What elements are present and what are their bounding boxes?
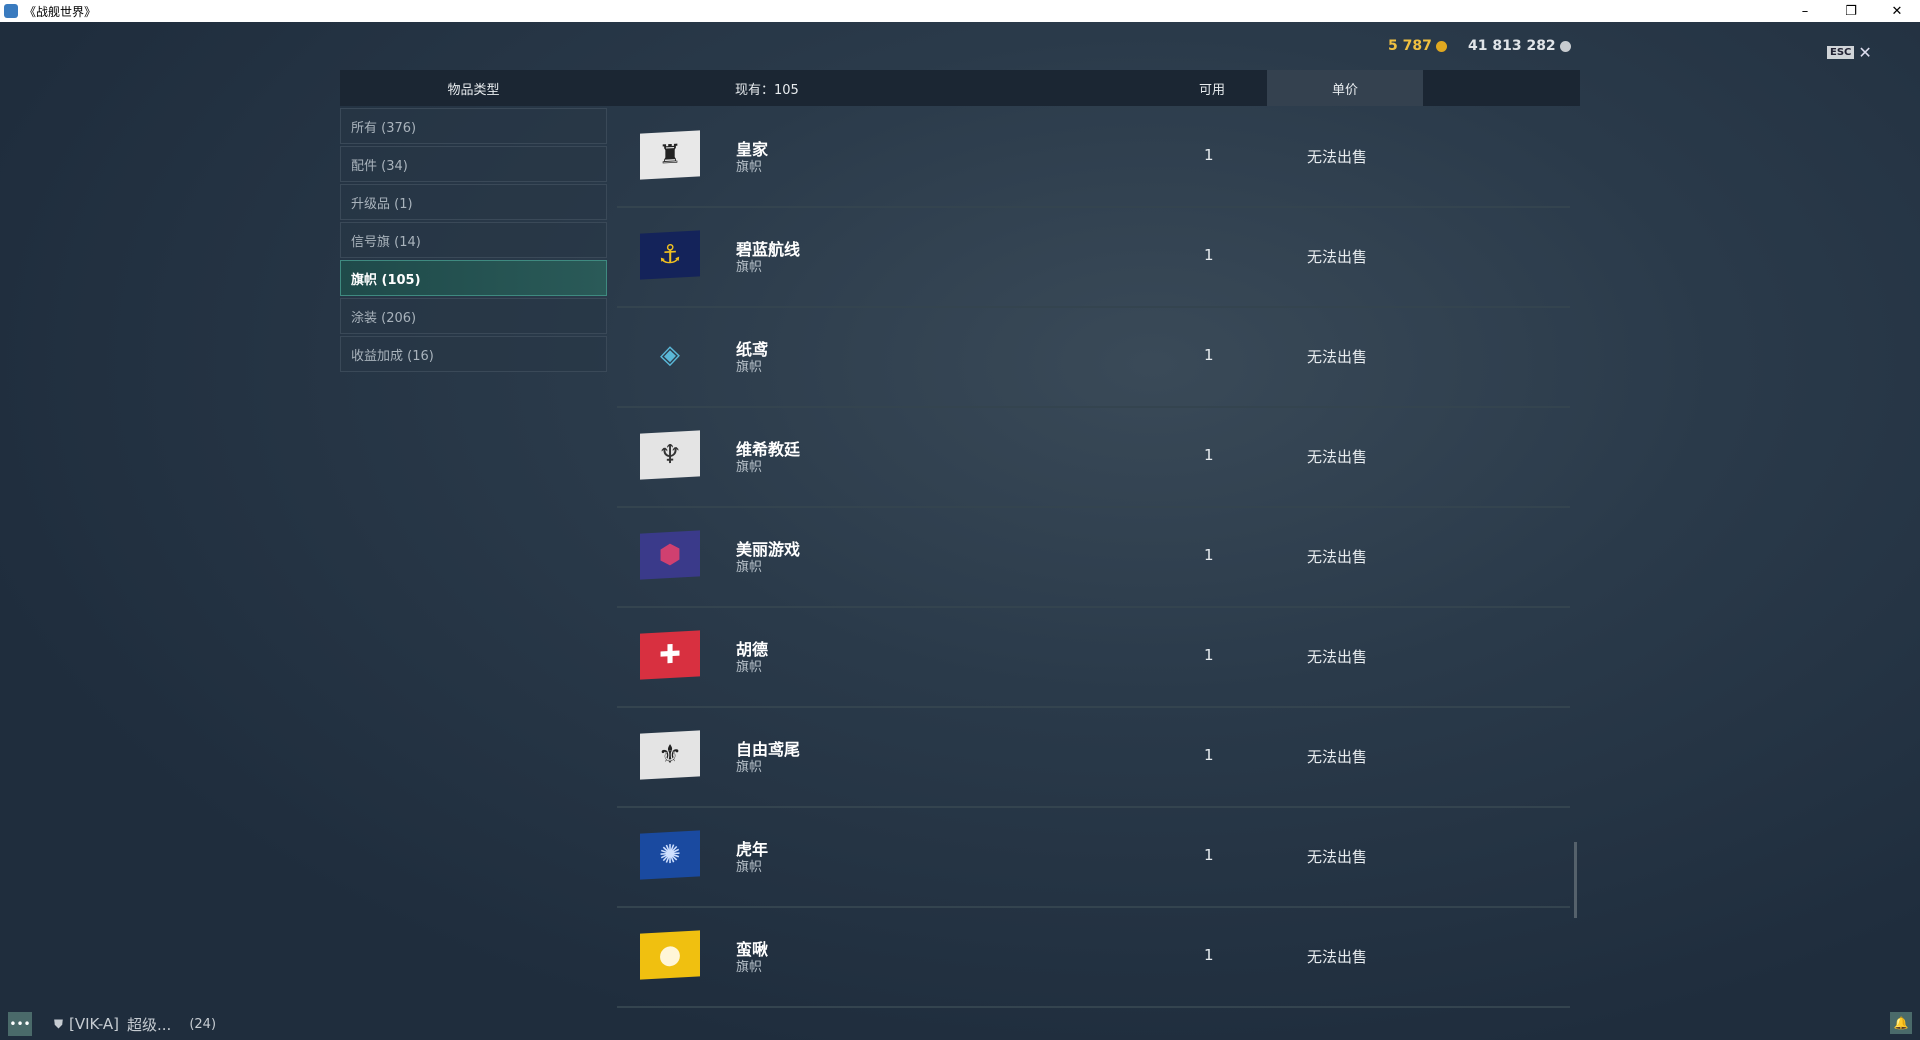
close-window-button[interactable]: ✕ [1891, 3, 1903, 19]
item-price: 无法出售 [1307, 648, 1368, 666]
header-owned: 现有：105 [735, 82, 799, 98]
list-item[interactable]: ⬢ 美丽游戏 旗帜 1 无法出售 [617, 508, 1570, 608]
sidebar-item[interactable]: 信号旗 (14) [340, 222, 607, 258]
bird-flag-icon: ● [640, 930, 700, 980]
close-icon: ✕ [1858, 43, 1872, 62]
item-price: 无法出售 [1307, 548, 1368, 566]
list-item[interactable]: ◈ 纸鸢 旗帜 1 无法出售 [617, 308, 1570, 408]
item-available: 1 [1204, 446, 1214, 464]
doubloon-icon [1435, 40, 1447, 52]
credits-value: 41 813 282 [1468, 38, 1556, 54]
item-name: 美丽游戏 [736, 540, 801, 559]
item-available: 1 [1204, 246, 1214, 264]
item-type: 旗帜 [736, 560, 763, 575]
hexagon-flag-icon: ⬢ [640, 530, 700, 580]
item-available: 1 [1204, 746, 1214, 764]
item-available: 1 [1204, 646, 1214, 664]
item-price: 无法出售 [1307, 148, 1368, 166]
esc-key-icon: ESC [1827, 46, 1855, 59]
item-type: 旗帜 [736, 260, 763, 275]
item-name: 皇家 [736, 140, 769, 159]
list-item[interactable]: ♜ 皇家 旗帜 1 无法出售 [617, 108, 1570, 208]
vichya-flag-icon: ♆ [640, 430, 700, 480]
item-type: 旗帜 [736, 860, 763, 875]
item-available: 1 [1204, 846, 1214, 864]
item-price: 无法出售 [1307, 448, 1368, 466]
item-name: 虎年 [736, 840, 769, 859]
list-item[interactable]: ✺ 虎年 旗帜 1 无法出售 [617, 808, 1570, 908]
table-header: 物品类型 现有：105 可用 单价 [340, 70, 1580, 106]
player-name[interactable]: 超级... [127, 1015, 172, 1034]
kite-flag-icon: ◈ [660, 339, 680, 371]
minimize-button[interactable]: – [1801, 3, 1809, 19]
anchor-flag-icon: ⚓ [640, 230, 700, 280]
sidebar-item[interactable]: 旗帜 (105) [340, 260, 607, 296]
window-title: 《战舰世界》 [24, 4, 97, 19]
app-icon [4, 4, 18, 18]
esc-close-button[interactable]: ESC ✕ [1827, 43, 1872, 62]
header-price[interactable]: 单价 [1267, 70, 1423, 106]
item-name: 纸鸢 [736, 340, 769, 359]
item-type: 旗帜 [736, 360, 763, 375]
list-item[interactable]: ✚ 胡德 旗帜 1 无法出售 [617, 608, 1570, 708]
item-list: ♜ 皇家 旗帜 1 无法出售 ⚓ 碧蓝航线 旗帜 1 无法出售 ◈ 纸鸢 旗帜 1 … [617, 108, 1570, 1008]
item-name: 维希教廷 [736, 440, 801, 459]
item-price: 无法出售 [1307, 848, 1368, 866]
notification-bell-icon[interactable]: 🔔 [1890, 1012, 1912, 1034]
clan-shield-icon: ⛊ [54, 1016, 64, 1031]
scrollbar[interactable] [1574, 842, 1577, 918]
royal-crest-flag-icon: ♜ [640, 130, 700, 180]
title-bar: 《战舰世界》 – ❐ ✕ [0, 0, 1920, 22]
fleur-de-lis-flag-icon: ⚜ [640, 730, 700, 780]
sidebar-item[interactable]: 配件 (34) [340, 146, 607, 182]
item-type: 旗帜 [736, 760, 763, 775]
sidebar-item[interactable]: 收益加成 (16) [340, 336, 607, 372]
sidebar-item[interactable]: 涂装 (206) [340, 298, 607, 334]
clan-tag[interactable]: [VIK-A] [69, 1015, 120, 1033]
item-price: 无法出售 [1307, 948, 1368, 966]
item-available: 1 [1204, 146, 1214, 164]
item-available: 1 [1204, 346, 1214, 364]
item-name: 碧蓝航线 [736, 240, 801, 259]
item-price: 无法出售 [1307, 248, 1368, 266]
sidebar-item[interactable]: 升级品 (1) [340, 184, 607, 220]
header-item-type: 物品类型 [447, 82, 500, 98]
item-type: 旗帜 [736, 960, 763, 975]
list-item[interactable]: ● 蛮啾 旗帜 1 无法出售 [617, 908, 1570, 1008]
item-type: 旗帜 [736, 660, 763, 675]
item-available: 1 [1204, 946, 1214, 964]
item-price: 无法出售 [1307, 348, 1368, 366]
online-count: (24) [189, 1016, 217, 1032]
hood-flag-icon: ✚ [640, 630, 700, 680]
item-available: 1 [1204, 546, 1214, 564]
list-item[interactable]: ⚜ 自由鸢尾 旗帜 1 无法出售 [617, 708, 1570, 808]
tiger-flag-icon: ✺ [640, 830, 700, 880]
doubloons-balance: 5 787 [1388, 38, 1447, 54]
doubloons-value: 5 787 [1388, 38, 1432, 54]
category-sidebar: 所有 (376) 配件 (34) 升级品 (1) 信号旗 (14) 旗帜 (105) 涂装… [340, 108, 607, 374]
item-name: 胡德 [736, 640, 769, 659]
credit-icon [1559, 40, 1571, 52]
list-item[interactable]: ♆ 维希教廷 旗帜 1 无法出售 [617, 408, 1570, 508]
credits-balance: 41 813 282 [1468, 38, 1571, 54]
item-price: 无法出售 [1307, 748, 1368, 766]
item-name: 蛮啾 [736, 940, 769, 959]
header-available[interactable]: 可用 [1198, 82, 1225, 98]
list-item[interactable]: ⚓ 碧蓝航线 旗帜 1 无法出售 [617, 208, 1570, 308]
sidebar-item[interactable]: 所有 (376) [340, 108, 607, 144]
item-type: 旗帜 [736, 460, 763, 475]
restore-button[interactable]: ❐ [1845, 3, 1857, 19]
item-name: 自由鸢尾 [736, 740, 801, 759]
bottom-bar: ••• ⛊ [VIK-A] 超级... (24) 🔔 [0, 1008, 1920, 1040]
chat-button[interactable]: ••• [8, 1012, 32, 1036]
item-type: 旗帜 [736, 160, 763, 175]
